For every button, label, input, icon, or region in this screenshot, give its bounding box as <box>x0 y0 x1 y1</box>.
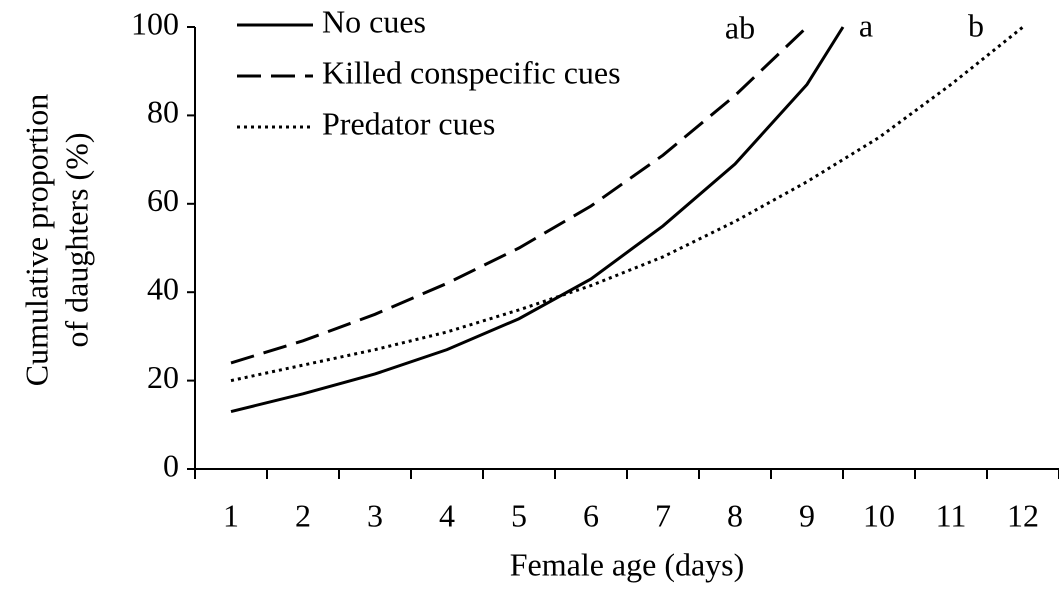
legend-label: Predator cues <box>322 105 495 141</box>
x-tick-label: 7 <box>655 497 671 533</box>
x-tick-label: 1 <box>223 497 239 533</box>
y-tick-label: 0 <box>163 447 179 483</box>
y-axis-label: of daughters (%) <box>58 132 94 347</box>
x-tick-label: 11 <box>936 497 967 533</box>
legend-label: No cues <box>322 3 426 39</box>
annotation: ab <box>725 9 755 45</box>
x-tick-label: 8 <box>727 497 743 533</box>
line <box>230 26 845 413</box>
legend-label: Killed conspecific cues <box>322 54 621 90</box>
x-tick-label: 6 <box>583 497 599 533</box>
annotation: b <box>968 7 984 43</box>
x-tick-label: 2 <box>295 497 311 533</box>
x-tick-label: 9 <box>799 497 815 533</box>
y-axis-label: Cumulative proportion <box>18 94 54 386</box>
y-tick-label: 100 <box>131 5 179 41</box>
x-tick-label: 4 <box>439 497 455 533</box>
x-tick-label: 3 <box>367 497 383 533</box>
line <box>230 25 1024 383</box>
x-axis-label: Female age (days) <box>510 546 745 582</box>
line <box>230 25 809 365</box>
x-tick-label: 10 <box>863 497 895 533</box>
y-tick-label: 20 <box>147 359 179 395</box>
x-tick-label: 5 <box>511 497 527 533</box>
y-tick-label: 80 <box>147 94 179 130</box>
x-tick-label: 12 <box>1007 497 1039 533</box>
y-tick-label: 60 <box>147 182 179 218</box>
annotation: a <box>859 7 873 43</box>
y-tick-label: 40 <box>147 271 179 307</box>
